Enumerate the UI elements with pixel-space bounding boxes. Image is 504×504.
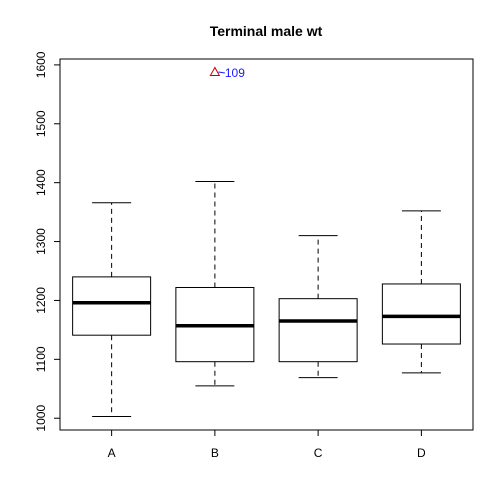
x-tick-label: A bbox=[108, 446, 116, 460]
y-tick-label: 1400 bbox=[34, 169, 48, 196]
outlier-leader-line bbox=[218, 71, 225, 74]
y-axis: 1000 1100 1200 1300 1400 1500 1600 bbox=[34, 51, 61, 432]
outliers-group: 109 bbox=[209, 66, 245, 80]
outlier-109: 109 bbox=[209, 66, 245, 80]
outlier-label: 109 bbox=[225, 66, 245, 80]
chart-title: Terminal male wt bbox=[210, 23, 323, 39]
iqr-box bbox=[72, 276, 152, 336]
box-C bbox=[278, 235, 358, 379]
outlier-triangle-marker bbox=[209, 66, 221, 77]
iqr-box bbox=[278, 298, 358, 363]
y-tick-label: 1100 bbox=[34, 346, 48, 372]
boxes-group bbox=[72, 180, 461, 417]
x-tick-label: C bbox=[314, 446, 323, 460]
y-tick-label: 1000 bbox=[34, 405, 48, 432]
box-A bbox=[72, 202, 152, 417]
iqr-box bbox=[381, 283, 461, 345]
box-D bbox=[381, 210, 461, 374]
y-tick-label: 1600 bbox=[34, 51, 48, 78]
y-tick-label: 1200 bbox=[34, 287, 48, 314]
x-tick-label: D bbox=[417, 446, 426, 460]
x-tick-label: B bbox=[211, 446, 219, 460]
y-tick-label: 1500 bbox=[34, 110, 48, 137]
y-tick-label: 1300 bbox=[34, 228, 48, 255]
box-B bbox=[175, 180, 255, 387]
plot-frame bbox=[59, 58, 474, 431]
x-axis: A B C D bbox=[108, 429, 426, 460]
